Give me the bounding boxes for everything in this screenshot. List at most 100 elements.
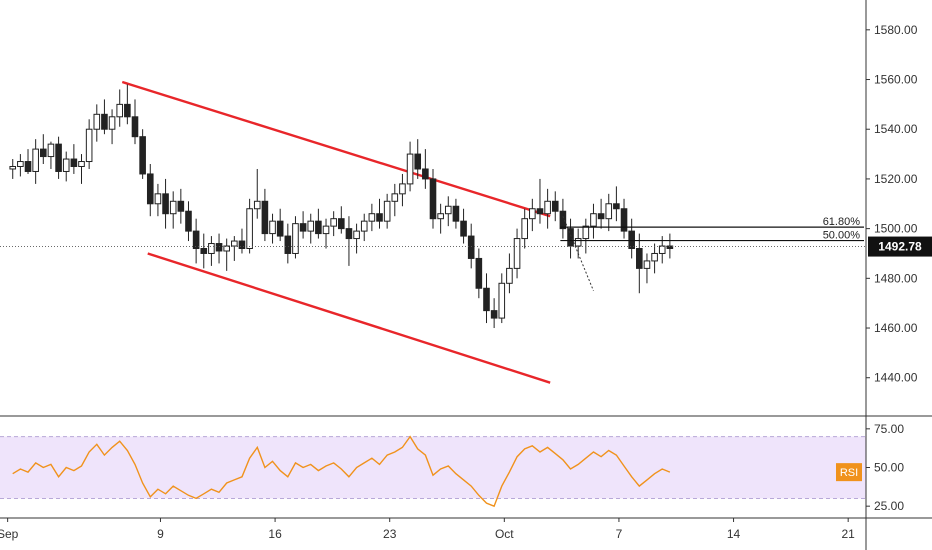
candle-body xyxy=(529,208,536,220)
candle-body xyxy=(437,213,444,220)
candle-body xyxy=(108,116,116,130)
candle xyxy=(223,238,230,271)
channel-lines xyxy=(121,80,551,384)
candle-body xyxy=(177,200,185,212)
candle xyxy=(146,164,154,217)
candle-body xyxy=(536,208,544,215)
candle xyxy=(261,188,269,242)
fib-level-label: 61.80% xyxy=(823,216,861,228)
rsi-tag xyxy=(836,463,862,482)
candle-body xyxy=(208,243,215,254)
candle xyxy=(32,139,39,184)
candle xyxy=(475,248,483,299)
candle-body xyxy=(666,245,674,250)
candle xyxy=(422,149,429,189)
tick-labels: 1440.00 1460.00 1480.00 1500.00 1520.00 1540.… xyxy=(0,23,918,541)
candle xyxy=(62,151,70,182)
candle xyxy=(582,218,590,254)
candle-body xyxy=(269,220,276,235)
candle xyxy=(391,183,399,217)
price-tick-label: 1560.00 xyxy=(874,73,918,87)
candle-body xyxy=(139,136,146,175)
x-tick-label: 14 xyxy=(727,527,741,541)
candle xyxy=(330,211,337,237)
candle-body xyxy=(17,161,24,167)
candle-body xyxy=(658,245,666,254)
channel-lower-line xyxy=(147,252,551,384)
candle-body xyxy=(399,183,406,195)
candle-body xyxy=(124,103,131,118)
candle xyxy=(116,89,124,127)
rsi-band xyxy=(0,436,866,499)
candle-body xyxy=(261,200,269,235)
candle xyxy=(322,218,330,249)
candle-body xyxy=(513,238,521,269)
fib-dashed-line xyxy=(562,216,594,291)
candle-body xyxy=(551,200,559,212)
candle-body xyxy=(47,143,55,158)
candle-body xyxy=(506,267,513,284)
candle-body xyxy=(429,178,437,220)
candle xyxy=(643,253,651,284)
candles xyxy=(9,84,674,329)
price-tick-label: 1500.00 xyxy=(874,222,918,236)
rsi-area xyxy=(0,435,866,508)
candle-body xyxy=(146,173,154,205)
candle xyxy=(376,198,383,229)
candle-body xyxy=(93,113,101,130)
candle xyxy=(208,236,215,266)
candle-body xyxy=(62,158,70,172)
candle-body xyxy=(32,148,39,172)
candle-body xyxy=(154,193,162,205)
candle xyxy=(307,213,315,244)
candle-body xyxy=(597,213,605,220)
candle xyxy=(276,208,284,242)
candle-body xyxy=(169,200,177,215)
candle xyxy=(315,208,322,239)
candle-body xyxy=(483,287,490,312)
candle-body xyxy=(643,260,651,269)
candle-body xyxy=(215,243,223,252)
candle xyxy=(284,223,292,264)
candle xyxy=(651,243,658,274)
candle xyxy=(383,193,391,229)
x-tick-label: Oct xyxy=(495,527,514,541)
candle-body xyxy=(460,220,467,237)
candle-body xyxy=(613,203,620,210)
candle xyxy=(139,129,146,179)
candle-body xyxy=(185,210,192,232)
candle xyxy=(628,218,635,259)
candle-body xyxy=(284,235,292,254)
candle xyxy=(162,178,169,229)
candle-body xyxy=(651,252,658,262)
candle xyxy=(345,216,353,266)
x-tick-label: 16 xyxy=(268,527,282,541)
candle-body xyxy=(628,230,635,250)
candle-body xyxy=(9,165,17,170)
candle xyxy=(78,154,85,184)
candle xyxy=(437,203,444,234)
candle xyxy=(460,208,467,244)
candle-body xyxy=(353,230,360,240)
candle-body xyxy=(322,225,330,235)
candle xyxy=(544,188,551,229)
rsi-tick-label: 25.00 xyxy=(874,499,904,513)
candle xyxy=(414,139,422,179)
candle xyxy=(613,186,620,222)
candle-body xyxy=(544,200,551,215)
price-tick-label: 1580.00 xyxy=(874,23,918,37)
candle xyxy=(666,233,674,259)
candle xyxy=(299,211,307,239)
candle-body xyxy=(376,213,383,222)
candle xyxy=(17,154,24,177)
candle xyxy=(93,104,101,142)
last-price-tag xyxy=(868,236,932,257)
candle xyxy=(360,213,368,242)
candle-body xyxy=(490,310,498,319)
candle-body xyxy=(338,218,345,230)
candle xyxy=(101,99,108,135)
x-tick-label: 7 xyxy=(616,527,623,541)
price-tick-label: 1520.00 xyxy=(874,172,918,186)
candle xyxy=(559,198,567,239)
